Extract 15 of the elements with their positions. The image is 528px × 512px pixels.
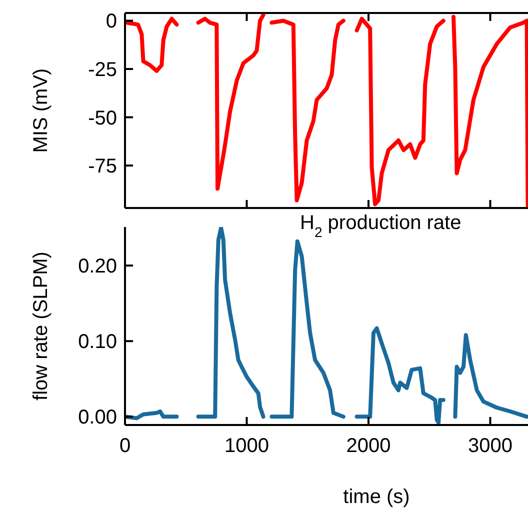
y-tick-label: 0.20 <box>78 256 117 278</box>
x-axis-title: time (s) <box>343 486 410 508</box>
y-tick-label: 0 <box>106 10 117 33</box>
y-tick-label: -75 <box>88 156 117 178</box>
x-tick-label: 0 <box>119 435 131 457</box>
y-tick-label: 0.10 <box>78 331 117 354</box>
y-tick-label: -50 <box>88 107 117 130</box>
x-tick-label: 2000 <box>346 435 391 457</box>
x-tick-label: 1000 <box>224 435 269 457</box>
y-tick-label: 0.00 <box>78 406 117 429</box>
y-axis-title: flow rate (SLPM) <box>30 252 52 400</box>
y-tick-label: -25 <box>88 58 117 81</box>
y-axis-title: MIS (mV) <box>30 68 52 153</box>
x-tick-label: 3000 <box>468 435 513 457</box>
annotation: H$_{2}$ production rate <box>300 212 462 240</box>
